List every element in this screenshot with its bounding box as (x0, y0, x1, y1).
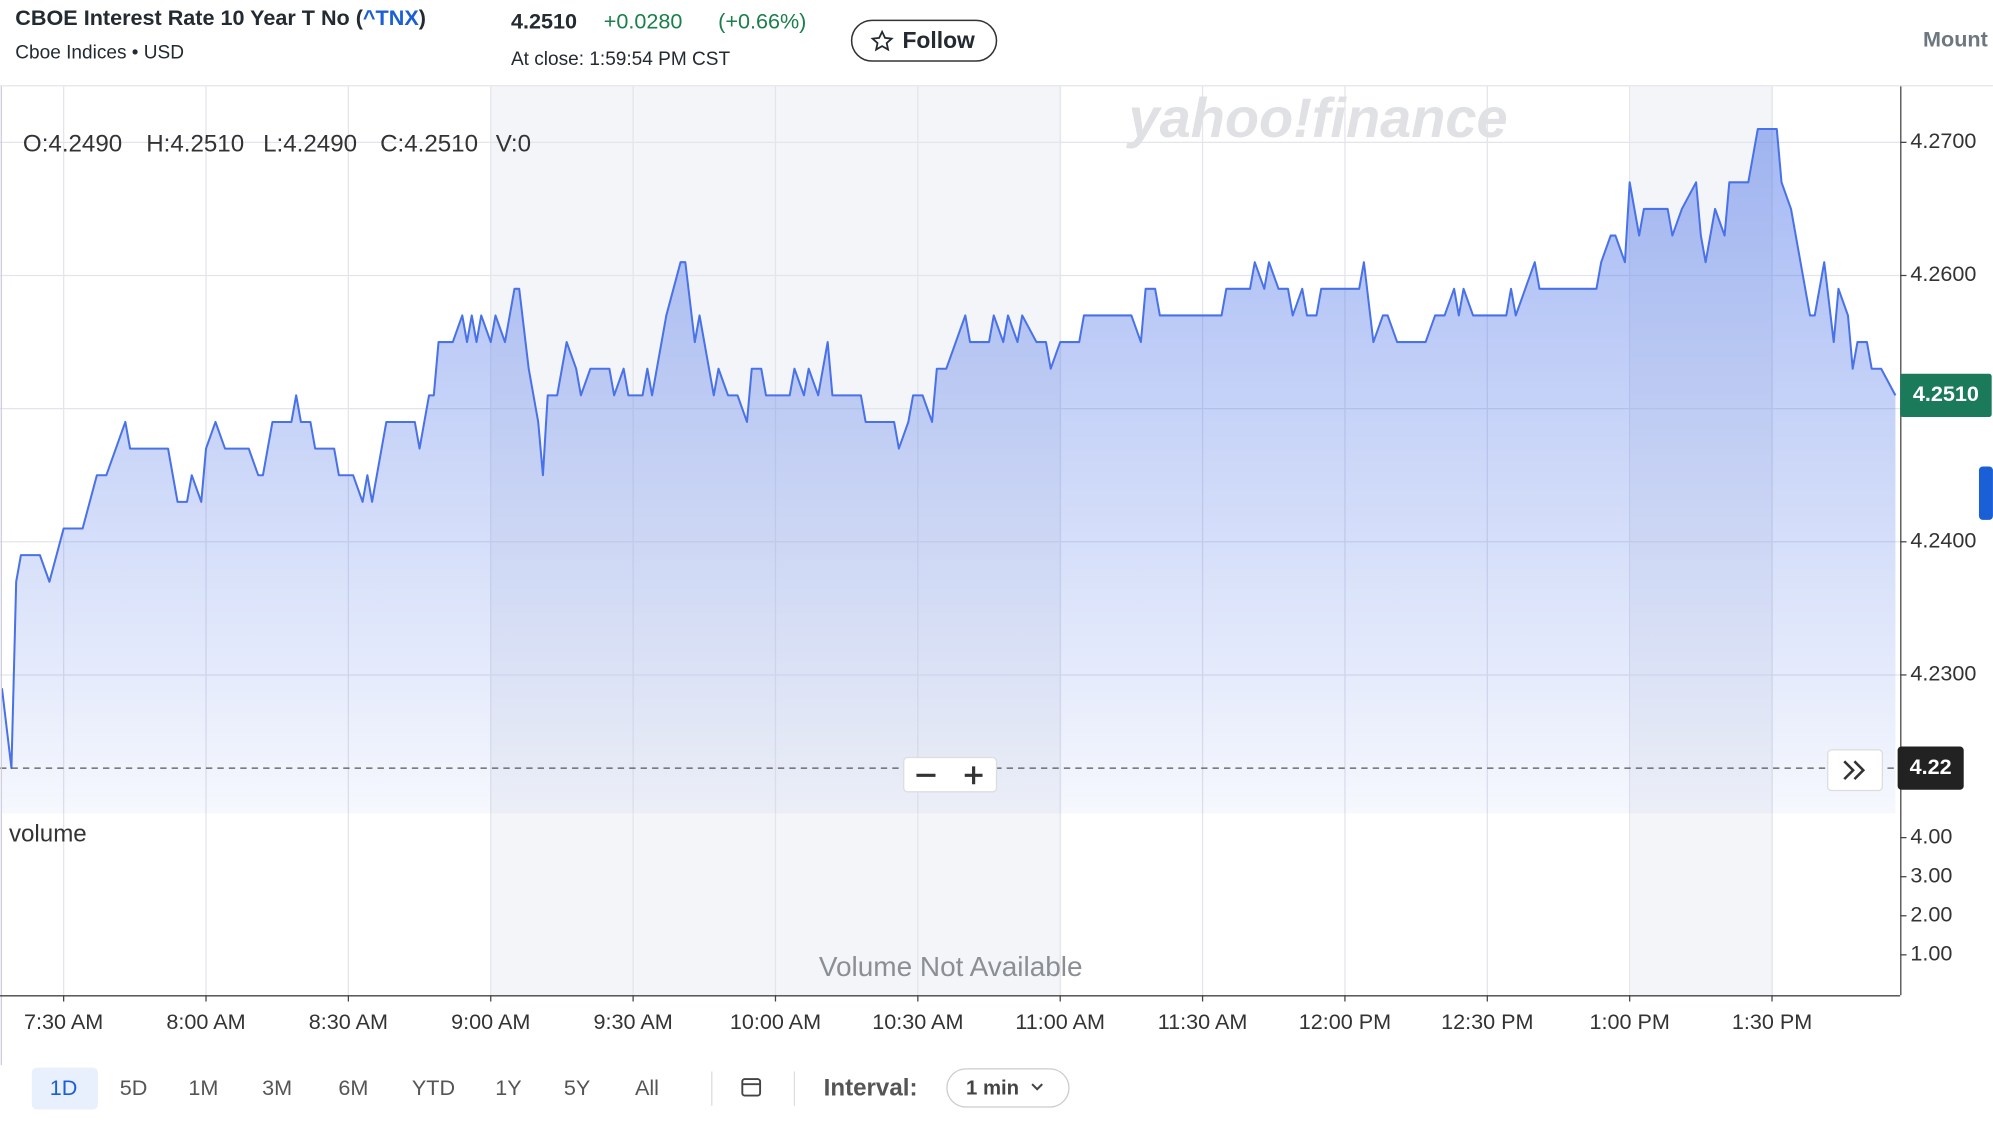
volume-tick-label: 4.00 (1910, 823, 1952, 848)
interval-select[interactable] (946, 1068, 1070, 1108)
symbol-link[interactable]: ^TNX (363, 5, 419, 30)
price: 4.2510 (511, 9, 577, 34)
price-line (0, 128, 1897, 770)
range-button[interactable]: 1M (188, 1075, 218, 1100)
range-button[interactable]: 5Y (564, 1075, 590, 1100)
zoom-in[interactable] (964, 766, 983, 785)
ohlc-readout: O:4.2490 H:4.2510 L:4.2490 C:4.2510 V:0 (23, 130, 531, 157)
previous-close-label: 4.22 (1910, 754, 1952, 779)
ohlc-close: C:4.2510 (380, 130, 478, 157)
area-fill (1, 129, 1896, 814)
change-percent: (+0.66%) (718, 9, 806, 34)
range-button[interactable]: YTD (412, 1075, 455, 1100)
x-tick-label: 9:30 AM (593, 1009, 672, 1034)
exchange: Cboe Indices • USD (15, 42, 184, 63)
last-price-tag (1900, 373, 1992, 417)
watermark: yahoo!finance (1126, 86, 1508, 149)
range-selected-bg (31, 1067, 98, 1110)
header: CBOE Interest Rate 10 Year T No (^TNX) C… (0, 5, 1993, 87)
interval-label: Interval: (824, 1075, 918, 1102)
x-tick-label: 12:30 PM (1441, 1009, 1533, 1034)
ohlc-low: L:4.2490 (263, 130, 357, 157)
x-tick-label: 9:00 AM (451, 1009, 530, 1034)
range-button[interactable]: 6M (338, 1075, 368, 1100)
x-tick-label: 10:00 AM (730, 1009, 821, 1034)
x-tick-label: 8:30 AM (309, 1009, 388, 1034)
close-time: At close: 1:59:54 PM CST (511, 49, 730, 70)
x-tick-label: 1:30 PM (1732, 1009, 1812, 1034)
ohlc-open: O:4.2490 (23, 130, 122, 157)
y-tick-label: 4.2700 (1910, 128, 1976, 153)
previous-close-tag (1897, 746, 1964, 790)
quote-title: CBOE Interest Rate 10 Year T No (^TNX) (15, 5, 426, 30)
side-tab[interactable] (1978, 466, 1993, 520)
x-tick-label: 7:30 AM (24, 1009, 103, 1034)
x-tick-label: 11:00 AM (1015, 1009, 1105, 1034)
x-tick-label: 10:30 AM (872, 1009, 963, 1034)
volume-tick-label: 1.00 (1910, 941, 1952, 966)
title-text: CBOE Interest Rate 10 Year T No ( (15, 5, 363, 30)
star-icon (870, 29, 894, 52)
change: +0.0280 (604, 9, 683, 34)
scroll-end-button[interactable] (1827, 749, 1884, 792)
volume-note: Volume Not Available (819, 951, 1083, 982)
chevrons-icon (1843, 760, 1866, 781)
interval-value: 1 min (966, 1078, 1019, 1100)
y-tick-label: 4.2400 (1910, 528, 1976, 553)
volume-tick-label: 2.00 (1910, 901, 1952, 926)
volume-tick-label: 3.00 (1910, 862, 1952, 887)
range-button[interactable]: 3M (262, 1075, 292, 1100)
range-button[interactable]: All (635, 1075, 659, 1100)
x-tick-label: 8:00 AM (166, 1009, 245, 1034)
follow-label: Follow (902, 27, 975, 53)
next-tab[interactable]: Mount (1923, 26, 1988, 51)
volume-label: volume (9, 820, 87, 847)
follow-button[interactable]: Follow (850, 19, 998, 62)
dropdown-icon (1031, 1083, 1043, 1091)
follow-button-bg (850, 19, 998, 62)
range-button[interactable]: 5D (120, 1075, 148, 1100)
last-price-label: 4.2510 (1913, 381, 1979, 406)
y-tick-label: 4.2600 (1910, 261, 1976, 286)
y-tick-label: 4.2300 (1910, 661, 1976, 686)
range-button[interactable]: 1D (50, 1075, 78, 1100)
x-tick-label: 1:00 PM (1589, 1009, 1669, 1034)
range-button[interactable]: 1Y (495, 1075, 521, 1100)
title-end: ) (419, 5, 426, 30)
x-tick-label: 11:30 AM (1158, 1009, 1248, 1034)
toolbar: Interval: 1 min 1D 5D 1M 3M 6M YTD 1Y 5Y All (31, 1067, 1070, 1110)
ohlc-volume: V:0 (496, 130, 531, 157)
zoom-controls (903, 466, 1993, 793)
calendar-icon[interactable] (741, 1078, 762, 1097)
x-tick-label: 12:00 PM (1299, 1009, 1391, 1034)
ohlc-high: H:4.2510 (146, 130, 244, 157)
